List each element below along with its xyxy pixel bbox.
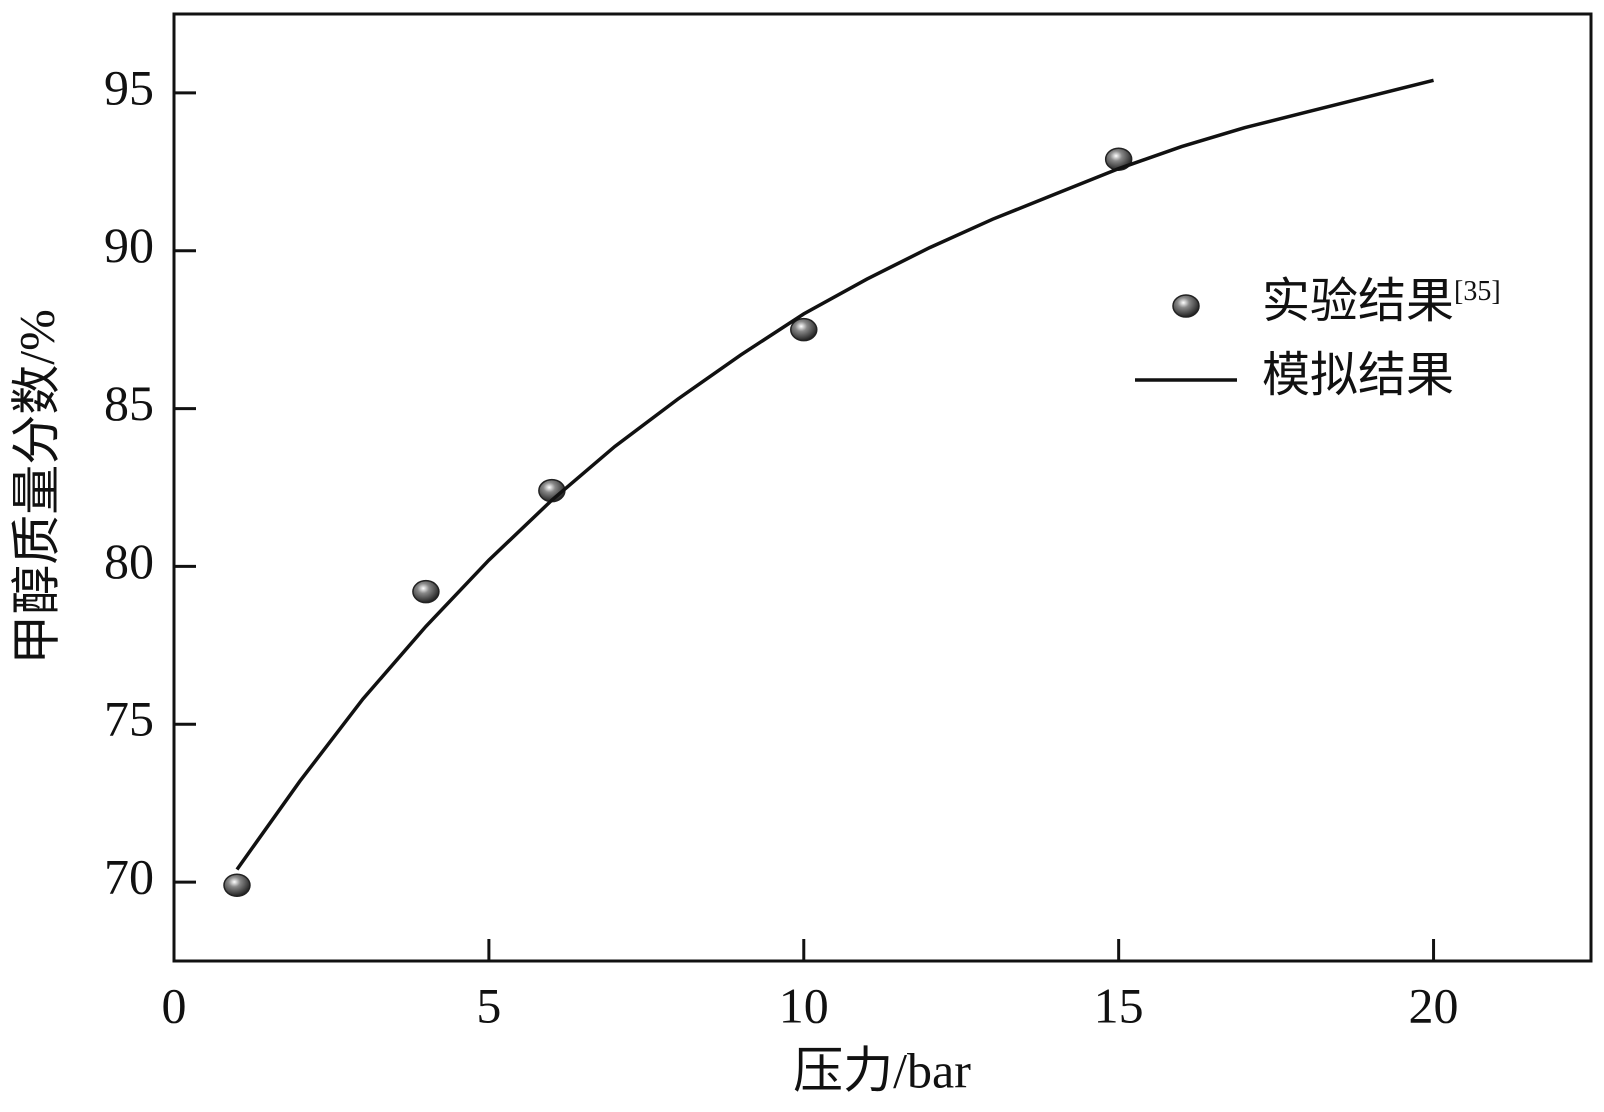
legend-name: 模拟结果 (1262, 349, 1454, 402)
x-tick-label: 20 (1409, 977, 1459, 1033)
y-tick-label: 85 (104, 375, 154, 431)
x-tick-label: 15 (1094, 977, 1144, 1033)
data-point (790, 317, 818, 342)
y-tick-label: 90 (104, 217, 154, 273)
x-tick-label: 10 (779, 977, 829, 1033)
plot-frame (172, 12, 1593, 963)
y-tick-label: 75 (104, 691, 154, 747)
data-point (412, 579, 440, 604)
y-tick-label: 70 (104, 849, 154, 905)
legend-name: 实验结果 (1262, 275, 1454, 328)
data-point (223, 873, 251, 897)
y-tick-label: 95 (104, 59, 154, 115)
x-axis-title: 压力/bar (793, 1042, 971, 1098)
y-axis-title: 甲醇质量分数/% (8, 309, 64, 665)
x-tick-label: 0 (162, 977, 187, 1033)
y-tick-label: 80 (104, 533, 154, 589)
legend-marker (1172, 294, 1200, 318)
legend-citation: [35] (1454, 276, 1501, 307)
legend-label: 实验结果[35] (1262, 275, 1501, 328)
legend-label: 模拟结果 (1262, 349, 1454, 402)
x-tick-label: 5 (476, 977, 501, 1033)
simulation-line (235, 78, 1434, 871)
